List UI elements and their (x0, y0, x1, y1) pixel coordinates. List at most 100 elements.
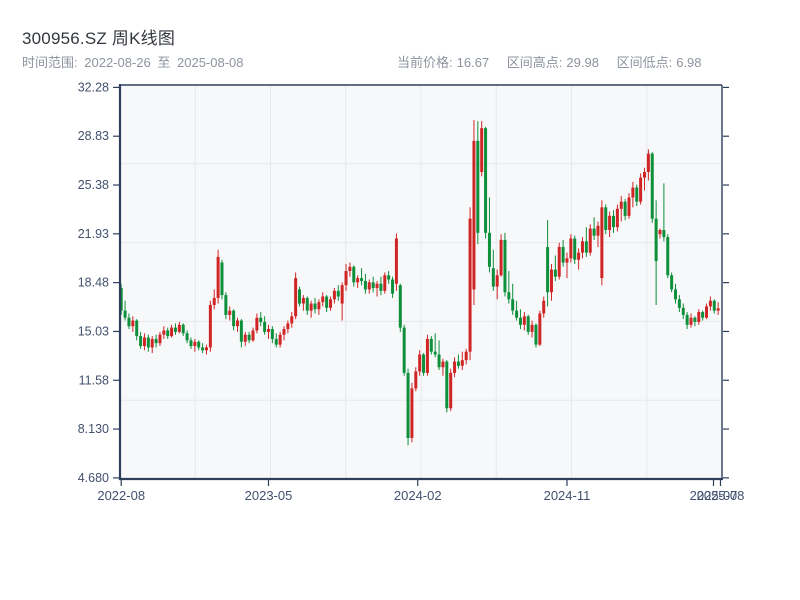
candle (499, 234, 503, 277)
candle (596, 221, 600, 247)
candle (340, 282, 344, 321)
candle-body (228, 310, 232, 315)
candle (464, 348, 468, 365)
stat-range-high: 区间高点: 29.98 (506, 55, 599, 70)
candle-body (329, 299, 333, 308)
candle (332, 288, 336, 304)
candle-body (154, 338, 158, 344)
candle (441, 358, 445, 376)
candle (588, 224, 592, 256)
candle-body (235, 320, 239, 327)
candle (453, 357, 457, 378)
candle-body (534, 324, 538, 345)
candle-body (611, 215, 615, 228)
candle (181, 323, 185, 337)
candle-body (627, 197, 631, 216)
candle-body (619, 201, 623, 209)
candle-body (503, 239, 507, 293)
candle-body (177, 324, 181, 332)
candle (270, 326, 274, 344)
candle (456, 354, 460, 369)
candle-body (546, 246, 550, 293)
candle (321, 292, 325, 307)
candle (449, 368, 453, 412)
candle (666, 234, 670, 279)
candle (173, 323, 177, 335)
candle (336, 285, 340, 301)
candle-body (173, 327, 177, 332)
candle (526, 314, 530, 335)
stat-range-low: 区间低点: 6.98 (616, 55, 702, 70)
candle (142, 333, 146, 351)
candle-body (697, 312, 701, 322)
candle-body (127, 317, 131, 327)
candle (235, 317, 239, 332)
candle (619, 196, 623, 222)
candle (422, 353, 426, 376)
candle (212, 289, 216, 310)
candle-body (584, 241, 588, 253)
candle (301, 295, 305, 311)
candle (286, 320, 290, 334)
candle (263, 316, 267, 335)
candle-body (441, 361, 445, 368)
candle (697, 309, 701, 325)
candle-body (278, 334, 282, 345)
candle (305, 296, 309, 315)
candle (557, 242, 561, 280)
candle-body (639, 177, 643, 202)
candle-body (119, 288, 123, 311)
candle-body (406, 372, 410, 438)
candle (631, 181, 635, 208)
candle (611, 210, 615, 233)
candle (204, 344, 208, 355)
candle (600, 200, 604, 286)
candle-body (670, 275, 674, 290)
candle-body (232, 310, 236, 327)
candle (418, 350, 422, 376)
candle (224, 292, 228, 320)
candle-body (592, 228, 596, 236)
candle (534, 323, 538, 348)
candle (437, 340, 441, 371)
candle-body (255, 317, 259, 331)
candle (503, 232, 507, 297)
candle-body (530, 324, 534, 332)
candle (627, 193, 631, 219)
candle-body (557, 246, 561, 277)
candle (146, 334, 150, 352)
candle-body (340, 285, 344, 304)
candle-body (549, 269, 553, 293)
candle (398, 283, 402, 332)
candle (705, 303, 709, 320)
candle-body (336, 290, 340, 297)
candle (608, 211, 612, 238)
candle-body (538, 313, 542, 345)
candle-body (449, 372, 453, 409)
candle-body (716, 308, 720, 311)
candle (371, 276, 375, 293)
candle-body (596, 225, 600, 236)
candle-body (204, 347, 208, 351)
candle-body (662, 230, 666, 238)
candle (561, 239, 565, 267)
candle (259, 312, 263, 327)
candle (701, 310, 705, 321)
candle-body (429, 338, 433, 352)
candle-body (674, 289, 678, 300)
candle-body (247, 334, 251, 341)
candle (491, 249, 495, 291)
candle-body (453, 361, 457, 373)
grid (120, 85, 722, 479)
candle (375, 280, 379, 297)
candle (635, 184, 639, 206)
candle (193, 338, 197, 352)
candle-body (643, 172, 647, 178)
candle-body (422, 354, 426, 373)
candle (658, 228, 662, 239)
candle (356, 275, 360, 289)
candle (445, 360, 449, 413)
candle (363, 273, 367, 294)
